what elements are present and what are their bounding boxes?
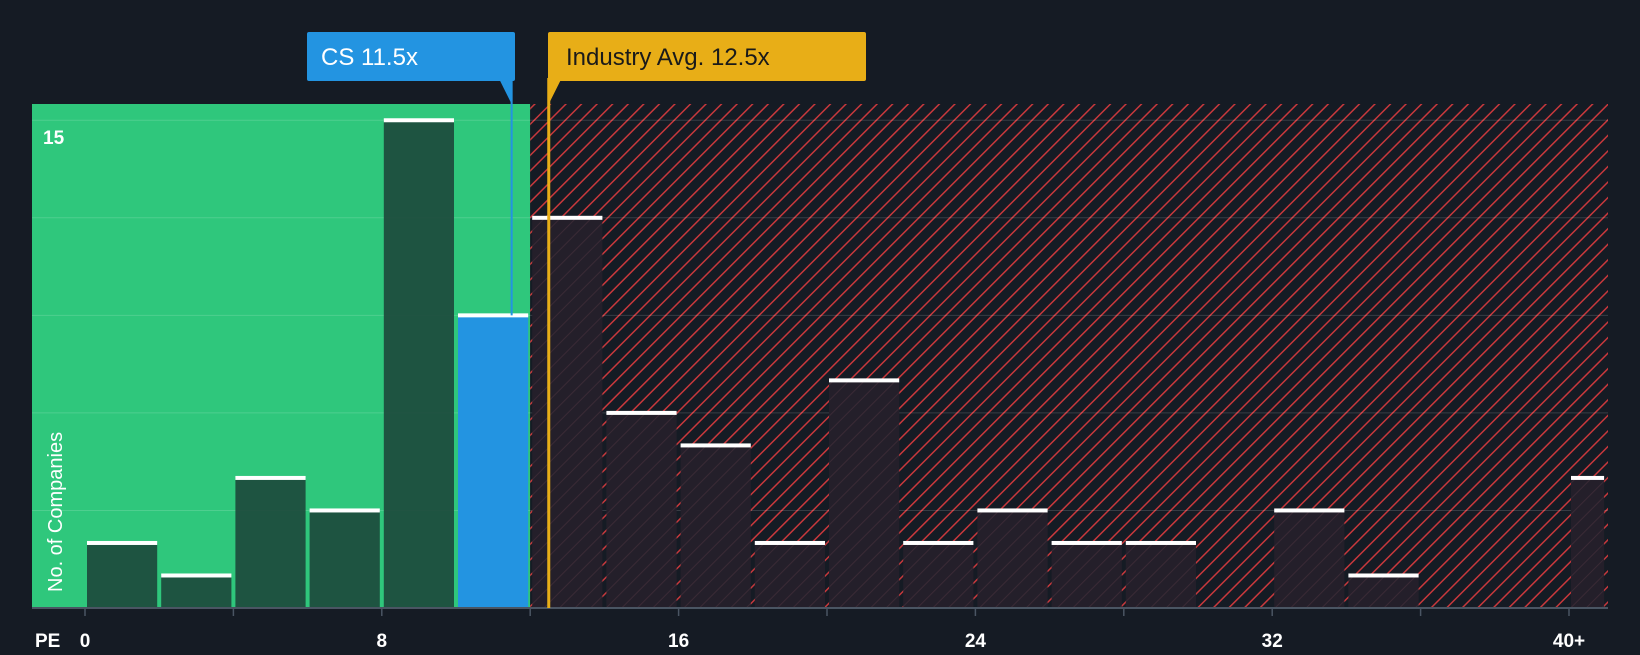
- histogram-bar: [1571, 477, 1605, 608]
- histogram-bar: [1348, 575, 1419, 608]
- histogram-bar-cap: [161, 573, 232, 578]
- histogram-bar: [532, 217, 603, 608]
- histogram-bar: [309, 510, 380, 608]
- histogram-bar: [235, 477, 306, 608]
- histogram-bar: [1125, 542, 1196, 608]
- x-tick-label: 32: [1262, 631, 1283, 650]
- y-axis-label: No. of Companies: [45, 432, 67, 592]
- industry-tag-pointer: [548, 80, 561, 104]
- histogram-bar: [383, 120, 454, 609]
- company-tag-pointer: [499, 80, 512, 104]
- x-tick-label: 0: [80, 631, 91, 650]
- histogram-bar-cap: [235, 475, 306, 480]
- x-tick-label: 40+: [1553, 631, 1585, 650]
- histogram-bar-cap: [977, 508, 1048, 513]
- histogram-bar-cap: [1571, 475, 1605, 480]
- histogram-bar-cap: [680, 443, 751, 448]
- histogram-bar: [680, 445, 751, 608]
- histogram-bar-cap: [606, 410, 677, 415]
- histogram-bar: [977, 510, 1048, 608]
- histogram-bar-cap: [1348, 573, 1419, 578]
- x-tick-label: 24: [965, 631, 987, 650]
- histogram-bar-cap: [1274, 508, 1345, 513]
- histogram-bar: [161, 575, 232, 608]
- histogram-bar: [87, 542, 158, 608]
- histogram-bar: [1051, 542, 1122, 608]
- x-tick-label: 8: [377, 631, 388, 650]
- company-tag-label: CS 11.5x: [321, 44, 418, 71]
- histogram-bar-cap: [458, 313, 529, 318]
- histogram-bar: [754, 542, 825, 608]
- histogram-bar: [829, 380, 900, 608]
- histogram-bar-cap: [754, 540, 825, 545]
- histogram-bar: [1274, 510, 1345, 608]
- x-axis-label: PE: [35, 631, 60, 650]
- industry-tag-label: Industry Avg. 12.5x: [566, 44, 770, 71]
- histogram-bar: [903, 542, 974, 608]
- histogram-bar-cap: [1125, 540, 1196, 545]
- histogram-bar-cap: [903, 540, 974, 545]
- y-top-tick-label: 15: [43, 128, 65, 149]
- histogram-bar-cap: [532, 215, 603, 220]
- industry-tag: [548, 32, 866, 81]
- histogram-bar-cap: [829, 378, 900, 383]
- histogram-bar-cap: [1051, 540, 1122, 545]
- histogram-bar: [606, 412, 677, 608]
- x-tick-label: 16: [668, 631, 689, 650]
- company-tag: [307, 32, 515, 81]
- histogram-bar-cap: [383, 118, 454, 123]
- histogram-bar-cap: [309, 508, 380, 513]
- histogram-bar: [458, 315, 529, 608]
- histogram-bar-cap: [87, 540, 158, 545]
